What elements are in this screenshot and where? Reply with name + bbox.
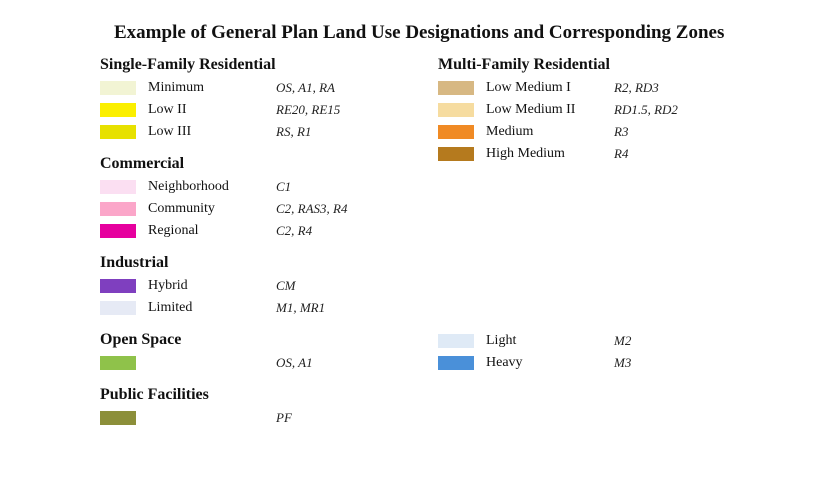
zones-label: OS, A1, RA	[276, 80, 335, 96]
zones-label: M1, MR1	[276, 300, 325, 316]
legend-row: LimitedM1, MR1	[100, 297, 440, 319]
page: Example of General Plan Land Use Designa…	[0, 0, 840, 500]
legend-row: HeavyM3	[438, 352, 778, 374]
category-heading: Commercial	[100, 155, 440, 173]
spacer	[100, 242, 440, 252]
legend-row: High MediumR4	[438, 143, 778, 165]
legend-row: RegionalC2, R4	[100, 220, 440, 242]
color-swatch	[438, 125, 474, 139]
category-heading: Industrial	[100, 254, 440, 272]
designation-label: Regional	[148, 223, 276, 239]
designation-label: Minimum	[148, 80, 276, 96]
zones-label: OS, A1	[276, 355, 313, 371]
spacer	[100, 374, 440, 384]
category-block: Single-Family Residential MinimumOS, A1, …	[100, 56, 440, 143]
color-swatch	[100, 180, 136, 194]
zones-label: C1	[276, 179, 291, 195]
legend-row: MediumR3	[438, 121, 778, 143]
category-heading: Multi-Family Residential	[438, 56, 778, 74]
zones-label: RD1.5, RD2	[614, 102, 678, 118]
color-swatch	[100, 279, 136, 293]
category-block: IndustrialHybridCMLimitedM1, MR1	[100, 254, 440, 319]
category-heading: Single-Family Residential	[100, 56, 440, 74]
designation-label: Neighborhood	[148, 179, 276, 195]
color-swatch	[438, 103, 474, 117]
designation-label: Medium	[486, 124, 614, 140]
color-swatch	[100, 411, 136, 425]
left-column: Single-Family Residential MinimumOS, A1, …	[100, 54, 440, 429]
color-swatch	[100, 356, 136, 370]
zones-label: M3	[614, 355, 631, 371]
color-swatch	[100, 125, 136, 139]
color-swatch	[100, 81, 136, 95]
page-title: Example of General Plan Land Use Designa…	[114, 22, 804, 44]
legend-row: MinimumOS, A1, RA	[100, 77, 440, 99]
legend-row: OS, A1	[100, 352, 440, 374]
color-swatch	[100, 224, 136, 238]
color-swatch	[100, 301, 136, 315]
color-swatch	[100, 202, 136, 216]
legend-row: Low IIIRS, R1	[100, 121, 440, 143]
category-heading: Public Facilities	[100, 386, 440, 404]
legend-row: Low IIRE20, RE15	[100, 99, 440, 121]
zones-label: M2	[614, 333, 631, 349]
category-heading: Open Space	[100, 331, 440, 349]
zones-label: RE20, RE15	[276, 102, 340, 118]
spacer	[100, 319, 440, 329]
legend-row: NeighborhoodC1	[100, 176, 440, 198]
color-swatch	[438, 334, 474, 348]
designation-label: Limited	[148, 300, 276, 316]
zones-label: C2, RAS3, R4	[276, 201, 348, 217]
designation-label: Heavy	[486, 355, 614, 371]
color-swatch	[438, 147, 474, 161]
designation-label: Low II	[148, 102, 276, 118]
color-swatch	[100, 103, 136, 117]
designation-label: Low III	[148, 124, 276, 140]
category-block: Multi-Family Residential Low Medium IR2, …	[438, 56, 778, 165]
designation-label: Low Medium II	[486, 102, 614, 118]
legend-row: Low Medium IIRD1.5, RD2	[438, 99, 778, 121]
category-block: Public Facilities PF	[100, 386, 440, 429]
designation-label: Light	[486, 333, 614, 349]
zones-label: PF	[276, 410, 292, 426]
zones-label: RS, R1	[276, 124, 311, 140]
color-swatch	[438, 81, 474, 95]
legend-row: LightM2	[438, 330, 778, 352]
designation-label: Community	[148, 201, 276, 217]
color-swatch	[438, 356, 474, 370]
legend-row: Low Medium IR2, RD3	[438, 77, 778, 99]
designation-label: High Medium	[486, 146, 614, 162]
category-block: LightM2HeavyM3	[438, 330, 778, 374]
category-block: CommercialNeighborhoodC1CommunityC2, RAS…	[100, 155, 440, 242]
spacer	[100, 143, 440, 153]
zones-label: R3	[614, 124, 628, 140]
designation-label: Low Medium I	[486, 80, 614, 96]
legend-row: CommunityC2, RAS3, R4	[100, 198, 440, 220]
zones-label: CM	[276, 278, 296, 294]
zones-label: C2, R4	[276, 223, 312, 239]
category-block: Open Space OS, A1	[100, 331, 440, 374]
legend-row: HybridCM	[100, 275, 440, 297]
zones-label: R2, RD3	[614, 80, 659, 96]
legend-row: PF	[100, 407, 440, 429]
right-column: Multi-Family Residential Low Medium IR2, …	[438, 54, 778, 165]
designation-label: Hybrid	[148, 278, 276, 294]
zones-label: R4	[614, 146, 628, 162]
